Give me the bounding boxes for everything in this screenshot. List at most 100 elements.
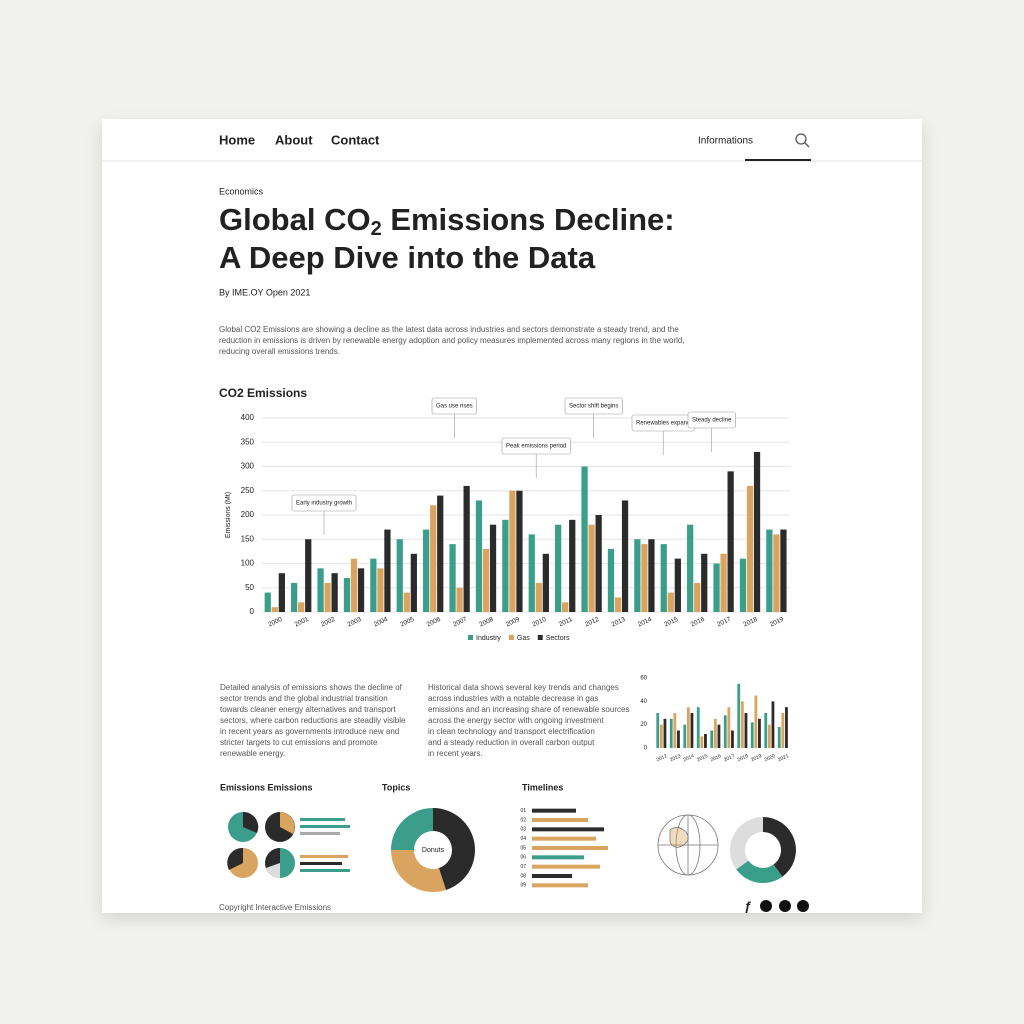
column-line: Detailed analysis of emissions shows the…: [220, 683, 403, 692]
bar: [456, 587, 463, 612]
y-tick-label: 0: [250, 607, 255, 616]
y-tick-label: 60: [640, 676, 647, 682]
legend-swatch: [537, 635, 543, 640]
bar: [739, 558, 747, 612]
y-axis-label: Emissions (Mt): [225, 492, 232, 538]
bar: [396, 539, 403, 612]
social-icons[interactable]: ƒ: [744, 898, 809, 913]
bar: [764, 713, 768, 748]
bar: [532, 883, 588, 888]
search-icon[interactable]: [795, 133, 810, 148]
y-tick-label: 09: [520, 883, 526, 889]
y-tick-label: 200: [241, 510, 255, 519]
section-heading: Topics: [382, 782, 410, 792]
title: Global CO2 Emissions Decline:: [219, 202, 675, 240]
annotation: Peak emissions period: [506, 444, 566, 450]
y-tick-label: 01: [520, 808, 526, 814]
bar: [673, 713, 677, 748]
bar: [403, 592, 410, 612]
legend-label: Gas: [517, 635, 530, 642]
bar: [410, 553, 417, 612]
bar: [656, 713, 660, 748]
title-line: A Deep Dive into the Data: [219, 240, 596, 275]
bar: [713, 563, 720, 612]
x-tick-label: 2016: [710, 753, 723, 763]
bar: [532, 827, 604, 832]
bar: [737, 683, 741, 748]
bar: [710, 730, 714, 748]
bar: [437, 495, 444, 612]
nav-link[interactable]: Contact: [331, 132, 380, 147]
y-tick-label: 400: [241, 413, 255, 422]
bar: [744, 713, 748, 748]
bar: [528, 534, 535, 612]
donut-slice: [391, 808, 433, 850]
x-tick-label: 2018: [737, 753, 750, 763]
y-tick-label: 03: [520, 827, 526, 833]
bar: [502, 519, 509, 612]
bar: [781, 713, 785, 748]
x-tick-label: 2012: [656, 753, 669, 763]
bar: [785, 707, 788, 748]
globe: [657, 814, 719, 876]
y-tick-label: 100: [241, 559, 255, 568]
column-line: in clean technology and transport electr…: [428, 727, 595, 736]
bar: [305, 539, 312, 612]
bar: [423, 529, 430, 612]
bar: [532, 818, 588, 822]
bar: [758, 718, 761, 748]
annotation: Renewables expand: [636, 421, 690, 427]
section-heading: Timelines: [522, 782, 563, 792]
bar: [581, 466, 588, 612]
chart-title: CO2 Emissions: [219, 386, 307, 400]
bar: [696, 707, 700, 748]
bar: [298, 602, 305, 612]
y-tick-label: 40: [640, 699, 647, 705]
bar: [683, 724, 687, 748]
bar: [713, 718, 717, 748]
bar: [430, 505, 437, 612]
bar: [535, 582, 542, 612]
bar: [746, 485, 754, 612]
bar: [516, 490, 523, 612]
column-line: stricter targets to cut emissions and pr…: [220, 738, 378, 747]
bar: [532, 846, 608, 850]
bar: [463, 485, 470, 612]
intro-line: reducing overall emissions trends.: [219, 347, 340, 356]
legend-swatch: [468, 635, 473, 640]
x-tick-label: 2019: [750, 753, 763, 763]
bar: [532, 855, 584, 860]
annotation: Gas use rises: [436, 404, 473, 410]
column-line: in recent years as governments introduce…: [220, 727, 399, 736]
search-label[interactable]: Informations: [698, 136, 753, 147]
donut-slice: [433, 808, 475, 890]
legend-swatch: [508, 635, 514, 640]
bar: [569, 519, 576, 612]
bar: [674, 558, 681, 612]
section-heading: Emissions Emissions: [220, 782, 313, 792]
nav-link[interactable]: About: [275, 132, 313, 147]
bar: [667, 592, 674, 612]
y-tick-label: 250: [241, 486, 255, 495]
bar: [621, 500, 629, 612]
y-tick-label: 300: [241, 462, 255, 471]
bar: [449, 544, 456, 612]
bar: [740, 701, 744, 748]
bar: [542, 553, 549, 612]
x-tick-label: 2021: [777, 753, 790, 763]
y-tick-label: 50: [245, 583, 254, 592]
bar: [350, 558, 358, 612]
bar: [731, 730, 734, 748]
y-tick-label: 0: [644, 746, 648, 752]
y-tick-label: 07: [520, 864, 526, 870]
x-tick-label: 2013: [669, 753, 682, 763]
bar: [723, 715, 727, 748]
bar: [532, 874, 572, 878]
nav-link[interactable]: Home: [219, 132, 255, 147]
y-tick-label: 02: [520, 817, 526, 823]
y-tick-label: 05: [520, 845, 526, 851]
legend-label: Industry: [476, 635, 501, 642]
x-tick-label: 2015: [696, 753, 709, 763]
bar: [291, 582, 298, 612]
